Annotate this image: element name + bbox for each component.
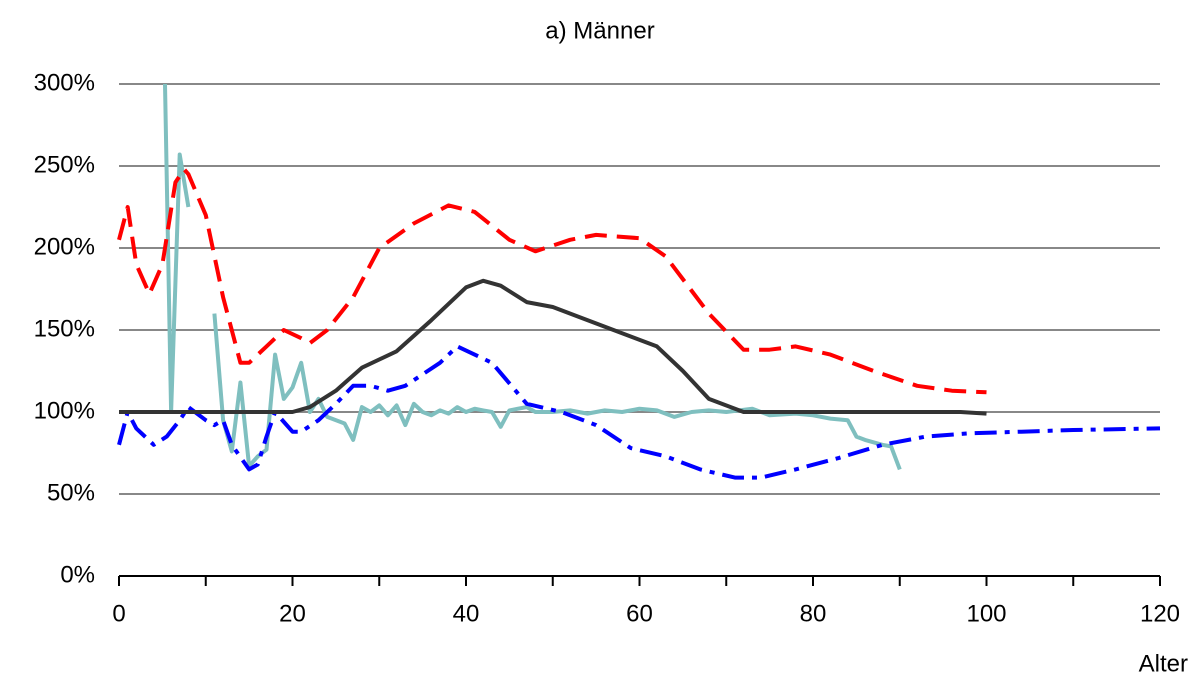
chart-title: a) Männer: [545, 17, 654, 44]
y-tick-label: 100%: [34, 397, 95, 424]
series-line: [119, 278, 987, 416]
x-tick-label: 100: [966, 600, 1006, 627]
series-line: [117, 167, 987, 395]
y-tick-label: 300%: [34, 69, 95, 96]
x-tick-label: 80: [800, 600, 827, 627]
y-tick-label: 50%: [47, 479, 95, 506]
x-axis-label: Alter: [1139, 650, 1188, 677]
x-tick-label: 0: [112, 600, 125, 627]
x-tick-label: 120: [1140, 600, 1180, 627]
series-line: [117, 344, 1161, 480]
y-tick-label: 200%: [34, 233, 95, 260]
y-tick-label: 150%: [34, 315, 95, 342]
x-tick-label: 40: [453, 600, 480, 627]
x-tick-label: 20: [279, 600, 306, 627]
x-tick-label: 60: [626, 600, 653, 627]
y-tick-label: 250%: [34, 151, 95, 178]
y-tick-label: 0%: [60, 561, 95, 588]
